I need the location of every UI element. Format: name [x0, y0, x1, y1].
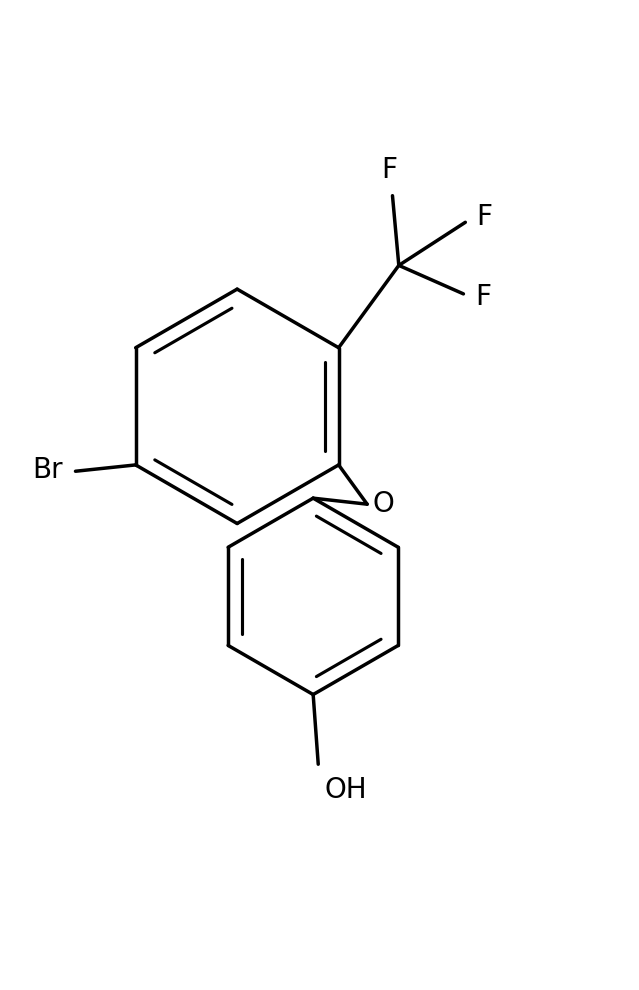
Text: F: F	[475, 283, 491, 311]
Text: Br: Br	[32, 456, 63, 484]
Text: O: O	[372, 490, 394, 518]
Text: OH: OH	[325, 775, 367, 804]
Text: F: F	[477, 203, 493, 232]
Text: F: F	[381, 156, 397, 184]
